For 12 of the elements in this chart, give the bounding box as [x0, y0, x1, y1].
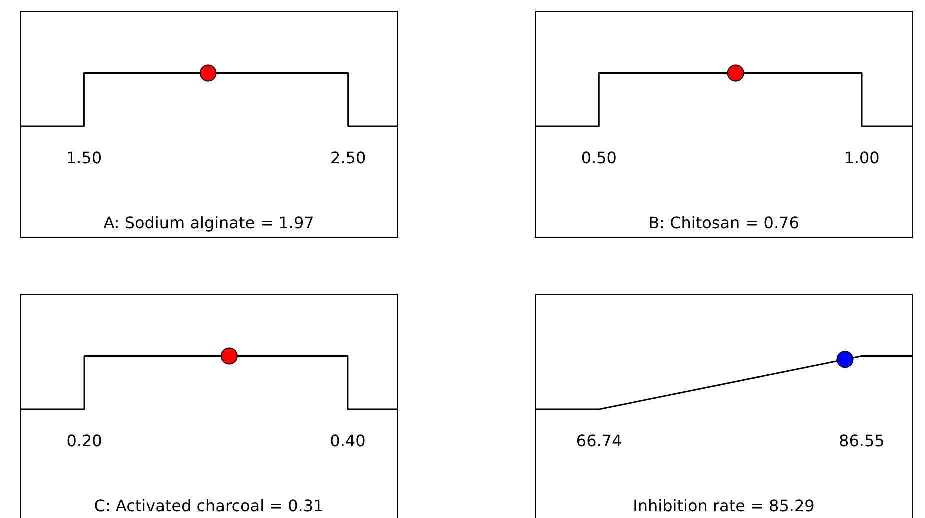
x-axis-title: A: Sodium alginate = 1.97: [104, 214, 314, 233]
x-tick-label: 66.74: [576, 431, 622, 450]
x-tick-label: 0.40: [330, 431, 366, 450]
x-axis-title: Inhibition rate = 85.29: [633, 496, 815, 516]
x-tick-label: 0.50: [581, 148, 617, 168]
x-tick-label: 1.50: [66, 148, 102, 168]
x-tick-label: 86.55: [839, 431, 885, 450]
x-axis-title: C: Activated charcoal = 0.31: [94, 496, 324, 516]
x-tick-label: 2.50: [330, 148, 366, 168]
x-tick-label: 1.00: [844, 148, 880, 168]
x-axis-title: B: Chitosan = 0.76: [648, 214, 800, 233]
x-tick-label: 0.20: [66, 431, 102, 450]
